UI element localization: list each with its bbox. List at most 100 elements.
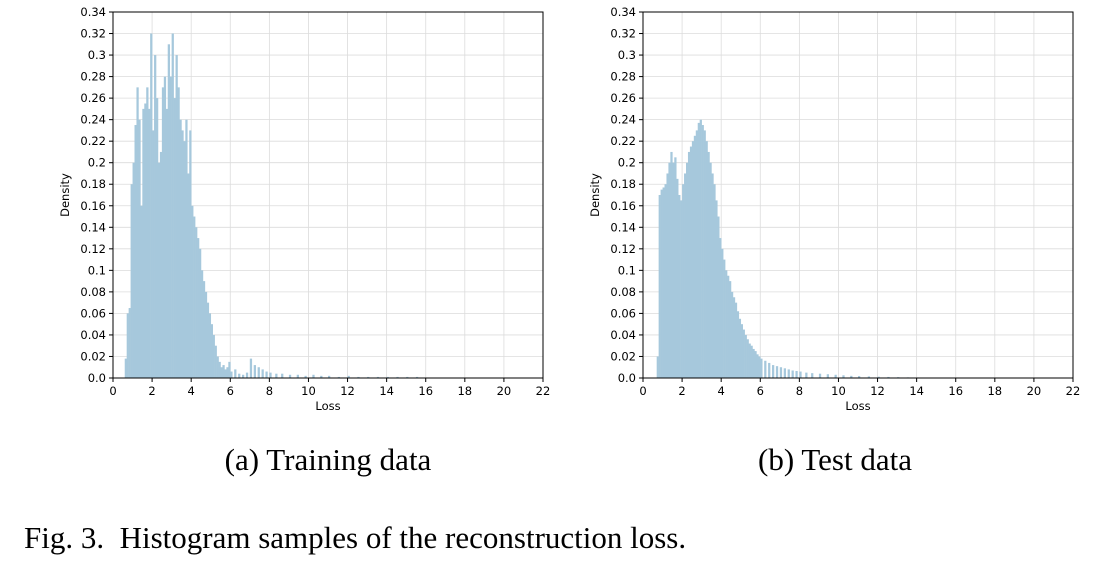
chart0-bar-57: [242, 374, 245, 378]
chart0-bar-8: [140, 205, 143, 378]
chart1-xtick-label-7: 14: [909, 384, 924, 398]
chart1-bar-38: [730, 291, 734, 378]
chart0-bar-59: [249, 358, 253, 378]
histogram-training: 0.0 0.02 0.04 0.06 0.08 0.1 0.12 0.14 0.16 0.18 0.…: [58, 5, 550, 413]
chart1-bar-28: [711, 173, 714, 378]
chart1-bar-49: [752, 348, 755, 378]
chart1-bar-74: [887, 376, 890, 378]
chart1-bar-57: [775, 366, 779, 378]
chart1-xtick-label-5: 10: [831, 384, 846, 398]
figure-caption-text: Histogram samples of the reconstruction …: [119, 520, 687, 555]
chart0-bar-44: [210, 324, 213, 378]
chart0-bar-1: [126, 313, 129, 378]
chart0-xtick-label-2: 4: [188, 384, 195, 398]
chart0-bar-33: [189, 130, 192, 378]
chart1-bar-3: [662, 187, 665, 378]
chart0-xtick-label-3: 6: [227, 384, 234, 398]
chart0-bar-70: [312, 374, 315, 378]
chart1-bar-36: [727, 275, 730, 378]
chart0-bar-40: [202, 281, 206, 378]
chart0-bar-58: [245, 372, 249, 378]
chart0-xtick-label-6: 12: [340, 384, 355, 398]
chart0-bar-0: [124, 358, 127, 378]
chart0-y-axis-label: Density: [58, 173, 72, 217]
chart1-xtick-label-10: 20: [1027, 384, 1042, 398]
chart1-bar-71: [858, 376, 861, 378]
chart0-bar-10: [144, 103, 147, 378]
chart1-xtick-label-1: 2: [678, 384, 685, 398]
chart0-ytick-label-2: 0.04: [80, 328, 106, 342]
chart0-bar-55: [234, 369, 237, 378]
chart0-bar-5: [134, 125, 137, 378]
chart0-bar-29: [181, 130, 184, 378]
chart1-bar-15: [686, 162, 689, 378]
chart0-xtick-label-0: 0: [109, 384, 116, 398]
subcaption-b-text: Test data: [801, 442, 912, 477]
chart1-bar-42: [738, 318, 742, 378]
chart0-bar-21: [165, 108, 169, 378]
chart0-bar-3: [130, 184, 133, 378]
chart1-ytick-label-12: 0.24: [610, 113, 636, 127]
chart0-xtick-label-1: 2: [148, 384, 155, 398]
chart0-xtick-label-4: 8: [266, 384, 273, 398]
chart1-x-axis-label: Loss: [845, 399, 870, 413]
chart0-bar-23: [169, 76, 172, 379]
chart1-bar-8: [672, 162, 675, 378]
chart0-bar-19: [161, 87, 165, 379]
chart1-bar-70: [850, 375, 853, 378]
chart0-ytick-label-3: 0.06: [80, 306, 106, 320]
chart1-bar-73: [877, 376, 880, 378]
chart1-bar-35: [725, 270, 728, 378]
chart0-bar-39: [200, 270, 204, 378]
chart1-bar-20: [695, 130, 699, 378]
chart0-bar-68: [296, 374, 299, 378]
chart1-bar-14: [684, 173, 687, 378]
chart1-y-axis-label: Density: [588, 173, 602, 217]
chart0-ytick-label-1: 0.02: [80, 349, 106, 363]
chart1-xtick-label-3: 6: [757, 384, 764, 398]
chart1-bar-29: [713, 184, 716, 378]
chart1-bar-46: [746, 339, 749, 378]
chart1-bar-13: [682, 184, 685, 378]
subcaption-a-label: (a): [224, 442, 260, 477]
subcaption-a-text: Training data: [266, 442, 432, 477]
chart0-bar-26: [175, 55, 178, 378]
chart1-ytick-label-0: 0.0: [618, 371, 636, 385]
chart0-bar-4: [132, 162, 135, 378]
chart0-bar-56: [238, 373, 241, 378]
chart0-bar-45: [212, 334, 215, 378]
chart1-bar-22: [699, 119, 702, 378]
chart1-ytick-label-16: 0.32: [610, 27, 636, 41]
chart0-x-axis-label: Loss: [315, 399, 340, 413]
chart1-bar-41: [736, 311, 740, 378]
chart0-xtick-label-5: 10: [301, 384, 316, 398]
chart1-ytick-label-10: 0.2: [618, 156, 636, 170]
chart1-bar-60: [787, 369, 790, 378]
chart1-bar-16: [687, 151, 691, 378]
chart0-ytick-label-10: 0.2: [88, 156, 106, 170]
panel-training: 0.0 0.02 0.04 0.06 0.08 0.1 0.12 0.14 0.16 0.18 0.…: [0, 0, 560, 420]
chart1-bar-72: [867, 376, 871, 378]
chart1-ytick-label-9: 0.18: [610, 177, 636, 191]
chart1-bar-52: [758, 356, 761, 378]
chart0-ytick-label-14: 0.28: [80, 70, 106, 84]
chart1-bar-45: [744, 334, 747, 378]
chart1-bar-68: [834, 374, 837, 378]
chart0-bar-54: [230, 371, 233, 378]
chart1-bar-2: [660, 189, 663, 378]
chart1-xtick-label-0: 0: [639, 384, 646, 398]
chart0-bar-75: [357, 376, 360, 378]
chart1-ytick-label-13: 0.26: [610, 91, 636, 105]
chart1-ytick-label-2: 0.04: [610, 328, 636, 342]
chart0-ytick-label-12: 0.24: [80, 113, 106, 127]
chart1-bar-63: [799, 371, 802, 378]
chart0-bar-81: [415, 376, 419, 378]
chart1-bar-19: [693, 135, 697, 378]
subcaption-b-label: (b): [758, 442, 795, 477]
chart1-bar-7: [670, 151, 673, 378]
chart1-bar-66: [818, 373, 822, 378]
chart1-ytick-label-7: 0.14: [610, 220, 636, 234]
chart0-xtick-label-10: 20: [497, 384, 512, 398]
chart0-xtick-label-9: 18: [457, 384, 472, 398]
chart1-bar-34: [723, 259, 726, 378]
